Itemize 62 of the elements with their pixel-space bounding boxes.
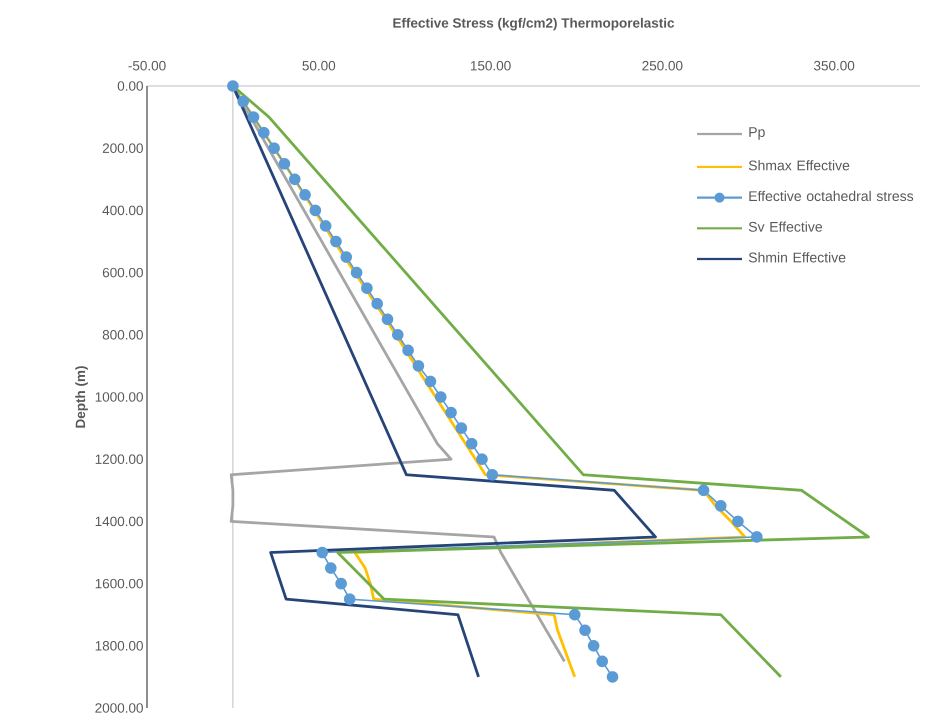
point (258, 126, 270, 138)
point (299, 189, 311, 201)
point (579, 624, 591, 636)
y-tick-label: 2000.00 (95, 703, 143, 713)
point (316, 546, 328, 558)
y-tick-label: 1400.00 (96, 516, 143, 526)
y-tick-label: 1800.00 (96, 641, 143, 651)
x-tick-label: -50.00 (128, 60, 166, 70)
y-tick-label: 1000.00 (96, 392, 143, 402)
point (402, 344, 414, 356)
point (227, 80, 239, 92)
x-tick-label: 50.00 (302, 60, 336, 70)
point (714, 500, 727, 512)
point (310, 204, 322, 216)
point (320, 220, 332, 232)
x-tick-label: 350.00 (814, 60, 854, 70)
point (288, 174, 301, 186)
y-axis-title: Depth (m) (75, 366, 88, 428)
point (732, 516, 744, 528)
y-tick-label: 600.00 (102, 268, 143, 278)
legend-label: Pp (749, 127, 765, 140)
point (325, 562, 337, 574)
point (248, 111, 260, 123)
point (476, 453, 488, 466)
point (588, 640, 600, 652)
x-tick-label: 250.00 (642, 60, 682, 70)
legend-label: Sv Effective (748, 221, 822, 232)
point (568, 608, 581, 621)
point (382, 313, 394, 326)
point (335, 578, 347, 590)
y-tick-label: 1200.00 (96, 454, 143, 464)
y-tick-label: 800.00 (102, 330, 143, 340)
point (698, 484, 710, 496)
point (456, 422, 468, 434)
legend-label: Shmax Effective (748, 160, 850, 170)
point (392, 329, 404, 341)
point (596, 656, 608, 668)
x-axis-title: Effective Stress (kgf/cm2) Thermoporelastic (393, 18, 674, 30)
point (344, 593, 356, 605)
legend-label: Shmin Effective (748, 252, 846, 262)
x-tick-label: 150.00 (470, 60, 511, 70)
y-tick-label: 400.00 (102, 206, 143, 216)
point (350, 266, 362, 278)
point (466, 438, 478, 450)
y-tick-label: 200.00 (102, 143, 143, 153)
point (486, 468, 498, 481)
point (424, 376, 436, 388)
point (278, 158, 290, 170)
legend-label: Effective octahedral stress (749, 190, 914, 202)
point (371, 298, 383, 310)
point (445, 406, 457, 418)
point (340, 251, 352, 263)
point (606, 671, 618, 683)
point (434, 391, 447, 403)
point (330, 236, 342, 248)
point (361, 282, 373, 294)
y-tick-label: 0.00 (118, 81, 143, 91)
point (237, 96, 249, 108)
point (751, 531, 763, 543)
point (268, 142, 280, 154)
y-tick-label: 1600.00 (96, 578, 143, 588)
point (412, 360, 424, 372)
